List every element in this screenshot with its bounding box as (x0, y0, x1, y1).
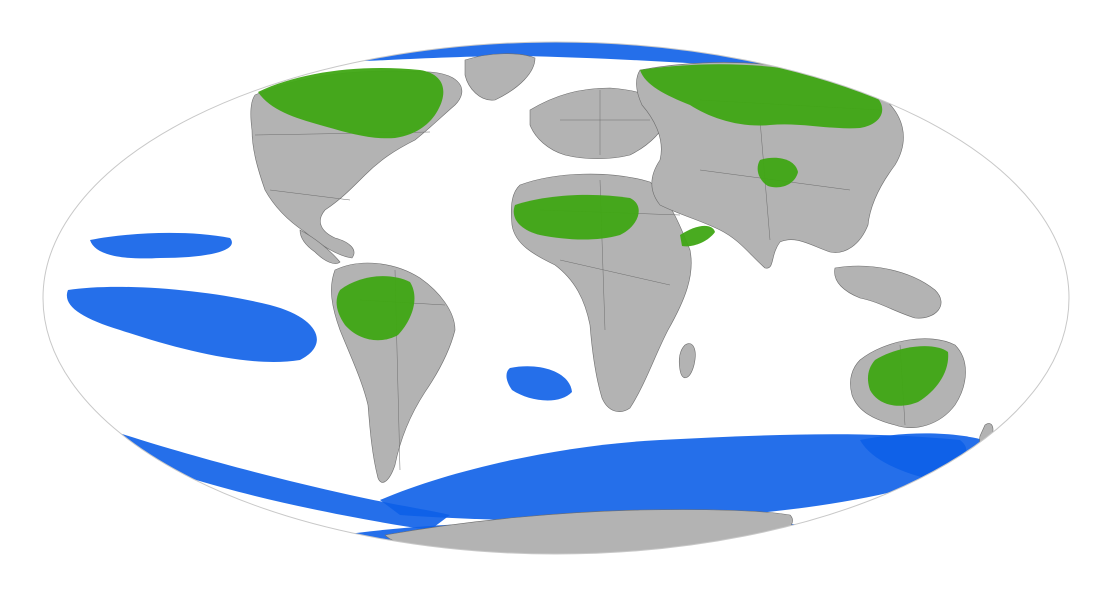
boreal-north-america (258, 68, 444, 139)
australia-interior (867, 346, 949, 406)
south-atlantic-patch (506, 366, 572, 401)
central-asia-patch (757, 157, 798, 188)
boreal-eurasia (640, 64, 883, 129)
sahara-belt (513, 194, 639, 240)
greenland (464, 53, 536, 101)
land-highlight-regions (258, 64, 949, 406)
central-america (299, 229, 341, 264)
globe-outline (42, 41, 1070, 555)
north-pacific-patch (90, 232, 232, 259)
amazon-patch (336, 276, 415, 341)
southern-ocean-central (380, 434, 967, 521)
southern-ocean-west (110, 430, 450, 530)
southeast-asia-islands (834, 265, 942, 319)
madagascar (678, 343, 696, 378)
arabia-patch (680, 225, 715, 247)
south-pacific-patch (66, 286, 317, 362)
